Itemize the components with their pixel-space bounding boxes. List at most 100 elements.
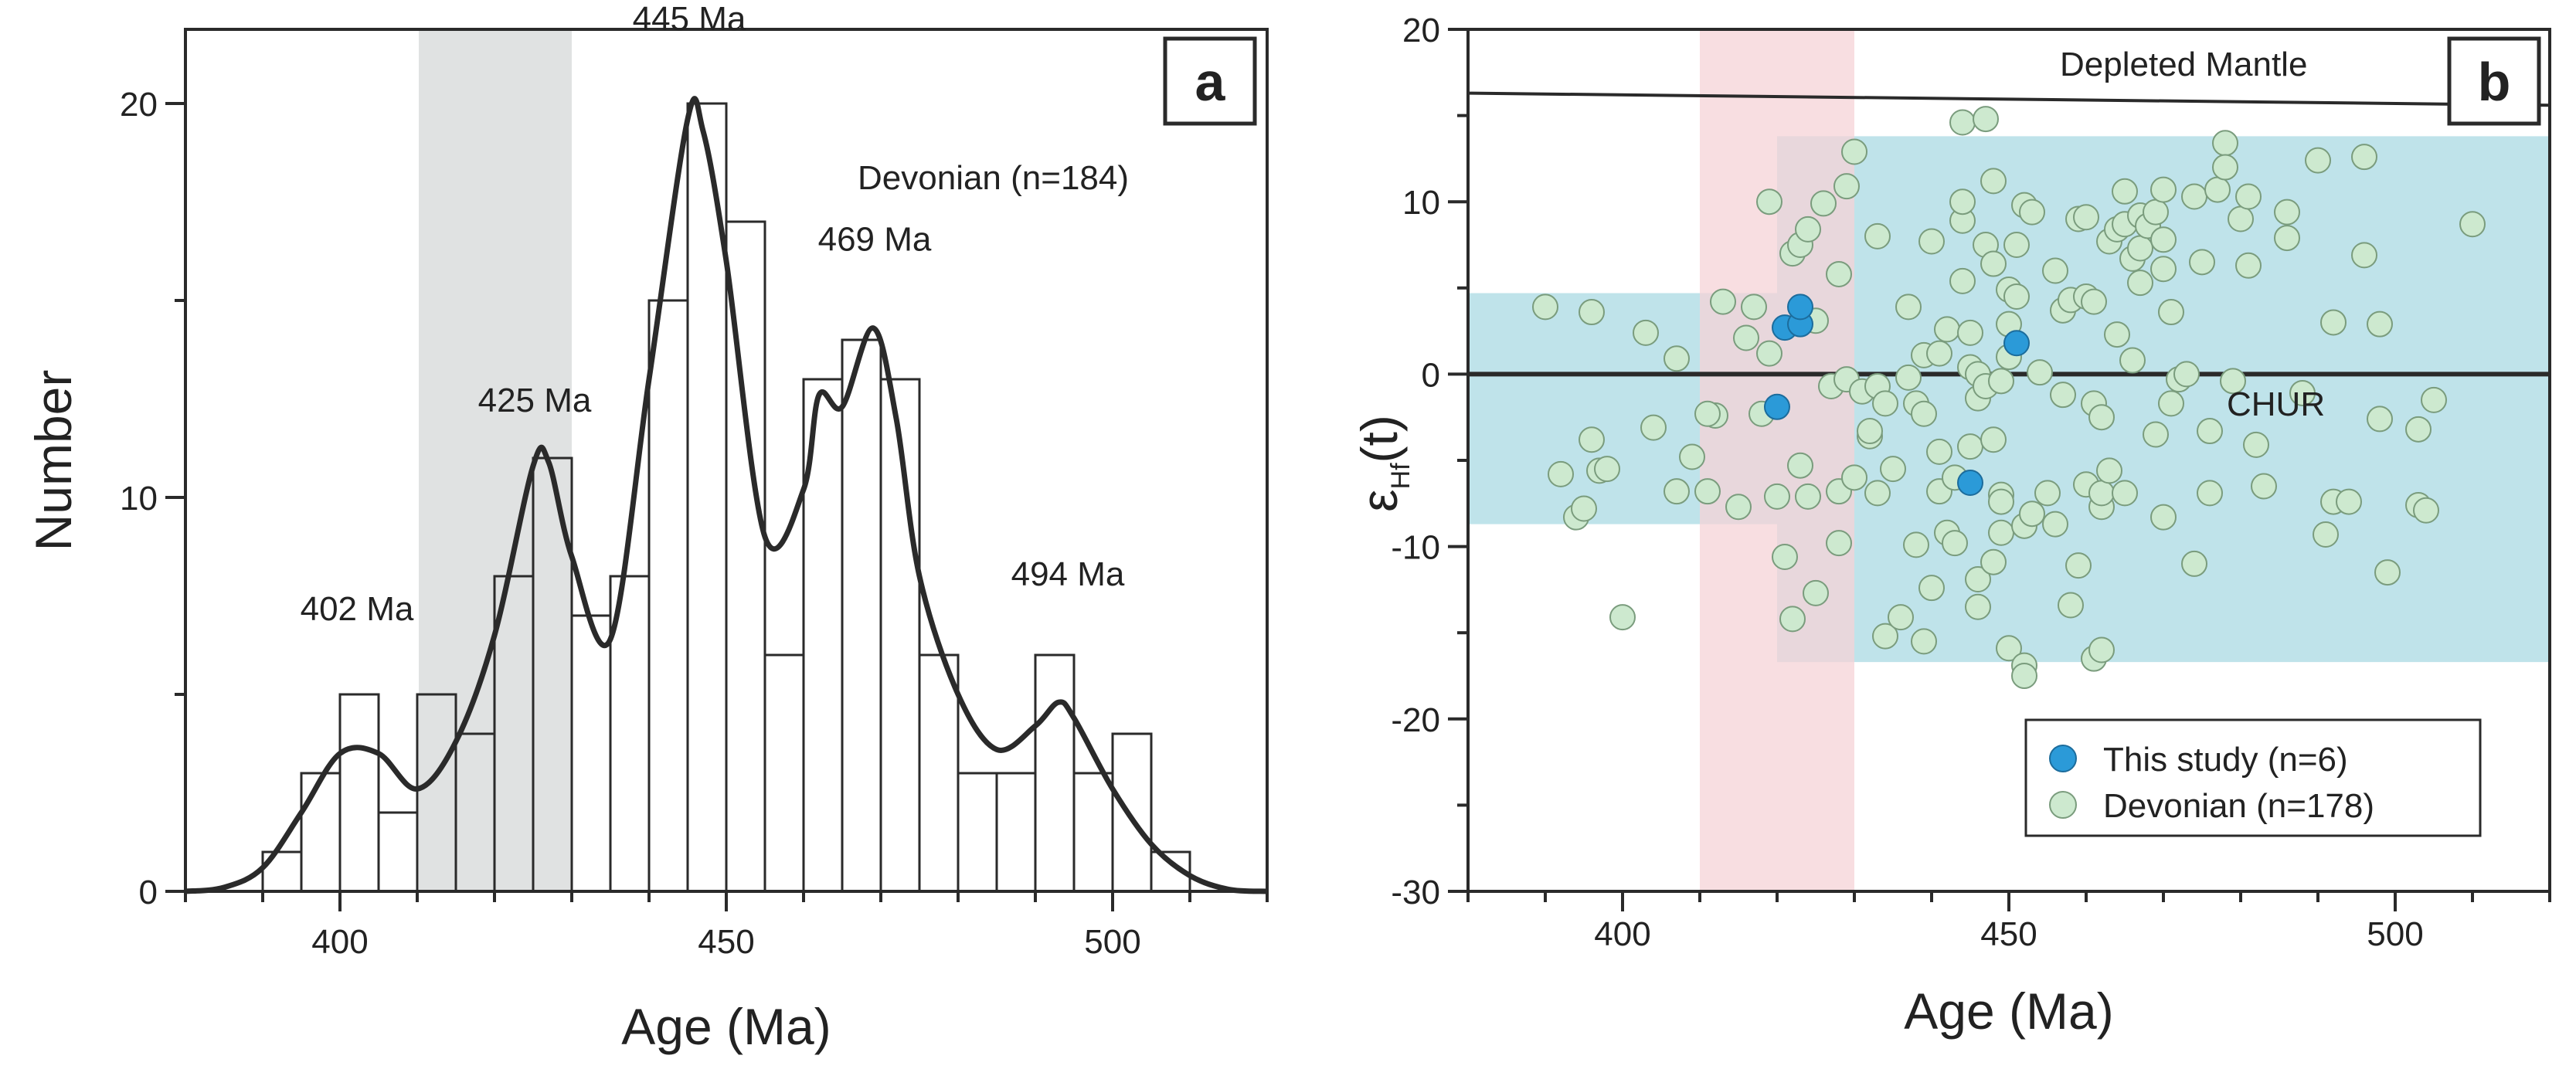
legend-label-devonian: Devonian (n=178): [2103, 787, 2374, 825]
panel-b-points: [1532, 106, 2486, 689]
devonian-point: [2088, 480, 2115, 507]
devonian-point: [2150, 256, 2177, 283]
histogram-bar: [995, 772, 1037, 893]
devonian-point: [1725, 494, 1752, 521]
devonian-point: [2181, 550, 2207, 577]
devonian-point: [1957, 433, 1983, 460]
devonian-point: [1772, 543, 1798, 570]
y-axis-subscript: Hf: [1386, 463, 1415, 490]
devonian-point: [2042, 257, 2068, 284]
devonian-point: [1872, 390, 1898, 417]
devonian-point: [2212, 154, 2238, 181]
y-tick-label: 20: [1402, 12, 1440, 49]
histogram-bar: [300, 772, 342, 893]
legend-marker-this-study: [2049, 745, 2077, 772]
devonian-point: [2158, 299, 2184, 326]
devonian-point: [2019, 501, 2045, 528]
histogram-bar: [841, 338, 882, 893]
histogram-bar: [763, 653, 805, 893]
panel-b-letter-box: [2447, 36, 2541, 126]
devonian-point: [1664, 478, 1690, 505]
devonian-point: [2143, 199, 2169, 226]
y-tick-label: 10: [120, 480, 158, 518]
panel-a-y-axis-title: Number: [25, 370, 82, 551]
devonian-point: [2011, 663, 2037, 689]
panel-a-kde-curve: [185, 96, 1268, 894]
devonian-point: [1903, 531, 1929, 558]
devonian-point: [2243, 431, 2269, 458]
panel-a-letter: a: [1195, 52, 1226, 112]
devonian-point: [1694, 478, 1721, 505]
devonian-point: [1895, 294, 1922, 321]
devonian-point: [1710, 288, 1736, 315]
peak-label: 469 Ma: [818, 221, 932, 259]
devonian-point: [2058, 592, 2084, 619]
devonian-point: [2251, 473, 2277, 500]
devonian-point: [1918, 575, 1945, 602]
devonian-point: [1609, 604, 1636, 631]
devonian-point: [2096, 457, 2122, 484]
x-tick-label: 400: [311, 923, 368, 961]
devonian-point: [1888, 604, 1914, 631]
devonian-point: [1926, 438, 1952, 465]
legend-box: [2024, 718, 2482, 837]
devonian-point: [1640, 414, 1667, 441]
legend-label-this-study: This study (n=6): [2103, 741, 2348, 779]
devonian-point: [1787, 452, 1813, 479]
devonian-point: [2150, 226, 2177, 253]
devonian-point: [2003, 283, 2030, 310]
devonian-point: [2073, 204, 2099, 231]
histogram-bar: [1111, 732, 1153, 893]
devonian-point: [2034, 480, 2061, 507]
devonian-point: [1872, 623, 1898, 650]
devonian-point: [1988, 368, 2014, 395]
devonian-point: [2127, 270, 2153, 297]
devonian-point: [1795, 215, 1821, 243]
devonian-point: [1810, 190, 1837, 217]
devonian-point: [2351, 242, 2377, 269]
histogram-bar: [338, 693, 380, 893]
devonian-point: [1949, 188, 1976, 215]
panel-a-histogram: 400 450 500 0 10 20 402 Ma 425 Ma 445 Ma 469 Ma…: [25, 0, 1269, 1055]
devonian-point: [1965, 593, 1991, 620]
devonian-point: [2050, 382, 2076, 409]
devonian-point: [2235, 252, 2262, 279]
devonian-point: [2313, 521, 2339, 548]
panel-a-x-ticks: 400 450 500: [184, 891, 1269, 961]
y-tick-label: 10: [1402, 184, 1440, 222]
histogram-bar: [918, 653, 960, 893]
devonian-point: [2027, 359, 2053, 386]
panel-a-bars: [261, 102, 1191, 893]
devonian-point: [1756, 340, 1782, 367]
devonian-point: [2143, 421, 2169, 448]
devonian-point: [2289, 379, 2316, 406]
devonian-point: [2081, 288, 2107, 315]
devonian-point: [2405, 416, 2432, 443]
devonian-point: [1579, 299, 1605, 326]
devonian-point: [2189, 249, 2215, 276]
panel-a-y-ticks: 0 10 20: [120, 86, 185, 911]
devonian-point: [2150, 176, 2177, 203]
histogram-bar: [377, 811, 419, 893]
panel-b-chur-label: CHUR: [2227, 385, 2325, 423]
peak-label: 402 Ma: [301, 590, 414, 628]
devonian-point: [1988, 519, 2014, 546]
panel-a-annotation: Devonian (n=184): [858, 159, 1129, 197]
devonian-point: [1942, 530, 1968, 557]
devonian-point: [2336, 488, 2362, 515]
panel-b-depleted-mantle-label: Depleted Mantle: [2060, 46, 2307, 83]
devonian-point: [1741, 294, 1767, 321]
devonian-point: [2112, 178, 2138, 205]
devonian-point: [1880, 456, 1906, 483]
devonian-point: [1841, 464, 1867, 491]
devonian-point: [1980, 168, 2007, 195]
devonian-point: [1579, 426, 1605, 453]
panel-b-pink-band: [1700, 29, 1854, 891]
devonian-point: [1694, 400, 1721, 427]
devonian-point: [2181, 183, 2207, 210]
y-tick-label: 20: [120, 86, 158, 124]
x-tick-label: 400: [1594, 915, 1650, 953]
devonian-point: [1973, 106, 1999, 133]
devonian-point: [2127, 235, 2153, 262]
histogram-bar: [1072, 772, 1114, 893]
